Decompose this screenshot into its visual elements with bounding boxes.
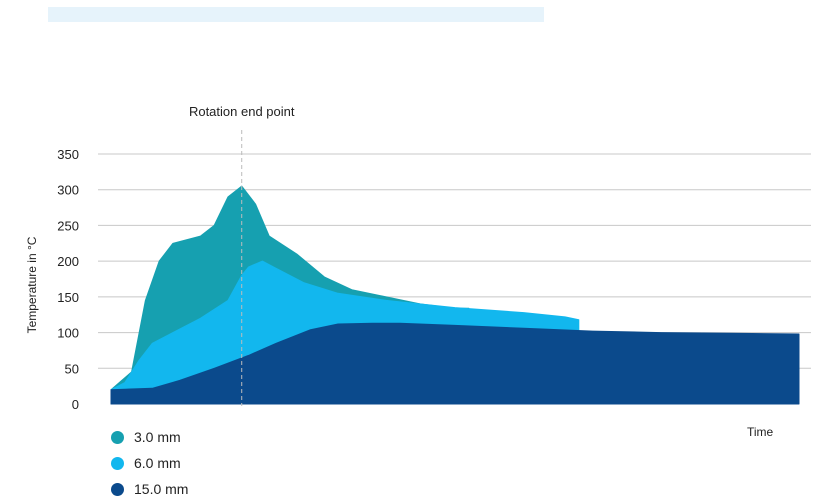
y-tick-label: 0 [72, 397, 79, 412]
y-tick-label: 100 [57, 326, 79, 341]
legend-item-3mm: 3.0 mm [111, 424, 188, 450]
top-color-bar [48, 7, 544, 22]
legend-label: 6.0 mm [134, 455, 181, 471]
legend-swatch [111, 456, 124, 470]
y-tick-label: 300 [57, 183, 79, 198]
y-axis-label: Temperature in °C [25, 236, 39, 333]
y-tick-label: 50 [65, 361, 79, 376]
y-tick-label: 200 [57, 254, 79, 269]
x-axis-label: Time [747, 425, 774, 439]
legend-swatch [111, 482, 124, 496]
legend-item-6mm: 6.0 mm [111, 450, 188, 476]
legend-item-15mm: 15.0 mm [111, 476, 188, 502]
y-tick-label: 150 [57, 290, 79, 305]
legend: 3.0 mm 6.0 mm 15.0 mm [111, 424, 188, 502]
rotation-end-annotation: Rotation end point [189, 104, 295, 406]
y-tick-label: 350 [57, 147, 79, 162]
legend-label: 15.0 mm [134, 481, 189, 497]
legend-swatch [111, 430, 124, 444]
legend-label: 3.0 mm [134, 429, 181, 445]
y-axis-ticks: 0 50 100 150 200 250 300 350 [57, 147, 79, 412]
series-area-3 [110, 322, 800, 405]
rotation-end-label: Rotation end point [189, 104, 295, 119]
y-tick-label: 250 [57, 218, 79, 233]
series-areas [110, 185, 800, 405]
